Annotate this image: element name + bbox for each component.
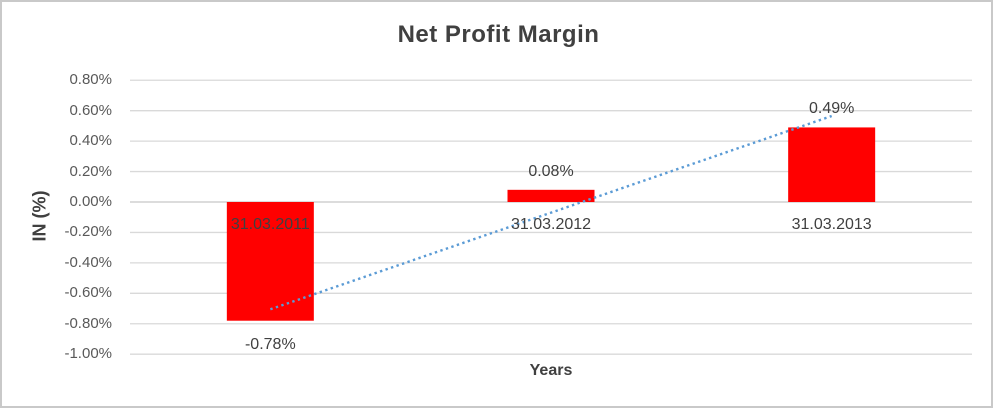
category-label: 31.03.2013 — [791, 216, 872, 233]
chart-title: Net Profit Margin — [397, 21, 600, 48]
data-label: 0.08% — [528, 162, 574, 180]
y-tick-label: -0.20% — [64, 223, 112, 241]
data-label: -0.78% — [244, 335, 296, 353]
y-tick-label: 0.20% — [69, 162, 112, 180]
y-tick-label: -1.00% — [64, 345, 112, 363]
bar-31.03.2012 — [507, 189, 595, 202]
data-label: 0.49% — [808, 100, 855, 118]
y-tick-label: 0.40% — [69, 132, 112, 150]
y-tick-label: -0.80% — [64, 314, 112, 332]
trendline — [269, 114, 833, 311]
category-label: 31.03.2011 — [230, 216, 310, 233]
y-tick-label: 0.60% — [69, 101, 112, 119]
category-label: 31.03.2012 — [510, 216, 592, 233]
bar-31.03.2011 — [226, 202, 314, 321]
x-axis-title: Years — [529, 362, 573, 379]
y-tick-label: -0.60% — [64, 284, 112, 302]
y-tick-label: -0.40% — [64, 253, 112, 271]
y-tick-label: 0.00% — [69, 193, 112, 210]
y-tick-label: 0.80% — [69, 71, 112, 89]
bar-31.03.2013 — [788, 127, 876, 202]
